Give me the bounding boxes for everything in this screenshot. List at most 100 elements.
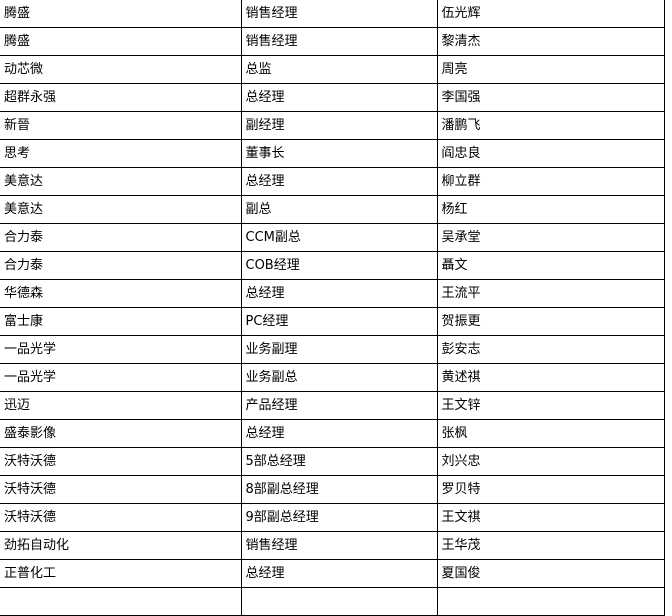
cell-company[interactable]: 腾盛 — [0, 27, 242, 56]
cell-name[interactable]: 黄述祺 — [436, 363, 665, 392]
table-row[interactable]: 美意达 副总 杨红 — [0, 195, 665, 224]
cell-company[interactable]: 超群永强 — [0, 83, 242, 112]
cell-company[interactable]: 思考 — [0, 139, 242, 168]
cell-name[interactable]: 潘鹏飞 — [436, 111, 665, 140]
cell-name[interactable]: 杨红 — [436, 195, 665, 224]
table-row[interactable]: 思考 董事长 阎忠良 — [0, 139, 665, 168]
cell-name[interactable]: 罗贝特 — [436, 475, 665, 504]
cell-name[interactable]: 黎清杰 — [436, 27, 665, 56]
cell-company-text: 美意达 — [4, 202, 44, 217]
table-row[interactable]: 沃特沃德 8部副总经理 罗贝特 — [0, 475, 665, 504]
table-row[interactable]: 新晉 副经理 潘鹏飞 — [0, 111, 665, 140]
cell-name[interactable]: 彭安志 — [436, 335, 665, 364]
cell-title[interactable]: 总经理 — [240, 419, 438, 448]
table-row[interactable]: 一品光学 业务副理 彭安志 — [0, 335, 665, 364]
cell-company[interactable]: 动芯微 — [0, 55, 242, 84]
cell-title[interactable]: CCM副总 — [240, 223, 438, 252]
table-row[interactable]: 沃特沃德 9部副总经理 王文祺 — [0, 503, 665, 532]
cell-title[interactable]: 总经理 — [240, 83, 438, 112]
table-row[interactable]: 迅迈 产品经理 王文锌 — [0, 391, 665, 420]
cell-name[interactable]: 刘兴忠 — [436, 447, 665, 476]
cell-title-text: 业务副总 — [245, 370, 298, 385]
table-row[interactable]: 劲拓自动化 销售经理 王华茂 — [0, 531, 665, 560]
cell-name[interactable]: 周亮 — [436, 55, 665, 84]
table-row[interactable]: 盛泰影像 总经理 张枫 — [0, 419, 665, 448]
cell-company[interactable]: 沃特沃德 — [0, 475, 242, 504]
cell-company[interactable]: 合力泰 — [0, 251, 242, 280]
cell-company[interactable]: 美意达 — [0, 167, 242, 196]
table-row[interactable]: 华德森 总经理 王流平 — [0, 279, 665, 308]
cell-name-text: 潘鹏飞 — [441, 118, 481, 133]
cell-name-text: 张枫 — [441, 426, 468, 441]
cell-title[interactable]: 销售经理 — [240, 0, 438, 28]
cell-name[interactable]: 贺振更 — [436, 307, 665, 336]
table-row[interactable]: 动芯微 总监 周亮 — [0, 55, 665, 84]
table-row[interactable]: 超群永强 总经理 李国强 — [0, 83, 665, 112]
cell-name[interactable]: 吴承堂 — [436, 223, 665, 252]
cell-company[interactable]: 劲拓自动化 — [0, 531, 242, 560]
table-row[interactable]: 合力泰 CCM副总 吴承堂 — [0, 223, 665, 252]
table-row[interactable]: 正普化工 总经理 夏国俊 — [0, 559, 665, 588]
cell-title[interactable]: 销售经理 — [240, 27, 438, 56]
cell-name[interactable]: 伍光辉 — [436, 0, 665, 28]
cell-company[interactable]: 一品光学 — [0, 363, 242, 392]
table-row[interactable]: 一品光学 业务副总 黄述祺 — [0, 363, 665, 392]
cell-name-text: 彭安志 — [441, 342, 481, 357]
table-row[interactable]: 美意达 总经理 柳立群 — [0, 167, 665, 196]
cell-title[interactable]: 销售经理 — [240, 531, 438, 560]
cell-name[interactable]: 王文祺 — [436, 503, 665, 532]
cell-company[interactable]: 合力泰 — [0, 223, 242, 252]
cell-company[interactable] — [0, 587, 242, 616]
table-row[interactable]: 沃特沃德 5部总经理 刘兴忠 — [0, 447, 665, 476]
cell-name[interactable]: 李国强 — [436, 83, 665, 112]
cell-title[interactable]: 业务副理 — [240, 335, 438, 364]
cell-title[interactable]: 5部总经理 — [240, 447, 438, 476]
cell-title[interactable]: 产品经理 — [240, 391, 438, 420]
cell-title-text: 业务副理 — [245, 342, 298, 357]
table-row[interactable]: 腾盛 销售经理 伍光辉 — [0, 0, 665, 28]
cell-title[interactable]: PC经理 — [240, 307, 438, 336]
cell-title[interactable]: 副经理 — [240, 111, 438, 140]
cell-title[interactable]: 总经理 — [240, 279, 438, 308]
cell-company[interactable]: 富士康 — [0, 307, 242, 336]
cell-name[interactable]: 夏国俊 — [436, 559, 665, 588]
cell-company[interactable]: 一品光学 — [0, 335, 242, 364]
table-row[interactable]: 腾盛 销售经理 黎清杰 — [0, 27, 665, 56]
cell-company[interactable]: 美意达 — [0, 195, 242, 224]
cell-title[interactable]: COB经理 — [240, 251, 438, 280]
cell-title[interactable]: 副总 — [240, 195, 438, 224]
cell-name[interactable]: 王华茂 — [436, 531, 665, 560]
cell-name[interactable]: 柳立群 — [436, 167, 665, 196]
cell-title-text: 总监 — [245, 62, 272, 77]
cell-company[interactable]: 沃特沃德 — [0, 447, 242, 476]
cell-name[interactable] — [436, 587, 665, 616]
cell-title-text: 8部副总经理 — [245, 482, 319, 497]
cell-title[interactable] — [240, 587, 438, 616]
cell-company[interactable]: 正普化工 — [0, 559, 242, 588]
cell-title-text: PC经理 — [245, 314, 289, 329]
cell-name-text: 王华茂 — [441, 538, 481, 553]
cell-name[interactable]: 王文锌 — [436, 391, 665, 420]
cell-company[interactable]: 盛泰影像 — [0, 419, 242, 448]
cell-title[interactable]: 总经理 — [240, 167, 438, 196]
cell-title[interactable]: 总监 — [240, 55, 438, 84]
cell-company[interactable]: 迅迈 — [0, 391, 242, 420]
cell-title[interactable]: 9部副总经理 — [240, 503, 438, 532]
table-row[interactable] — [0, 587, 665, 616]
cell-company-text: 腾盛 — [4, 6, 31, 21]
cell-company[interactable]: 腾盛 — [0, 0, 242, 28]
cell-name[interactable]: 聶文 — [436, 251, 665, 280]
cell-title[interactable]: 业务副总 — [240, 363, 438, 392]
cell-company[interactable]: 新晉 — [0, 111, 242, 140]
cell-name[interactable]: 王流平 — [436, 279, 665, 308]
table-row[interactable]: 合力泰 COB经理 聶文 — [0, 251, 665, 280]
cell-company[interactable]: 沃特沃德 — [0, 503, 242, 532]
cell-title[interactable]: 8部副总经理 — [240, 475, 438, 504]
cell-company[interactable]: 华德森 — [0, 279, 242, 308]
table-row[interactable]: 富士康 PC经理 贺振更 — [0, 307, 665, 336]
cell-name[interactable]: 阎忠良 — [436, 139, 665, 168]
cell-title[interactable]: 董事长 — [240, 139, 438, 168]
cell-title-text: 销售经理 — [245, 538, 298, 553]
cell-name[interactable]: 张枫 — [436, 419, 665, 448]
cell-title[interactable]: 总经理 — [240, 559, 438, 588]
